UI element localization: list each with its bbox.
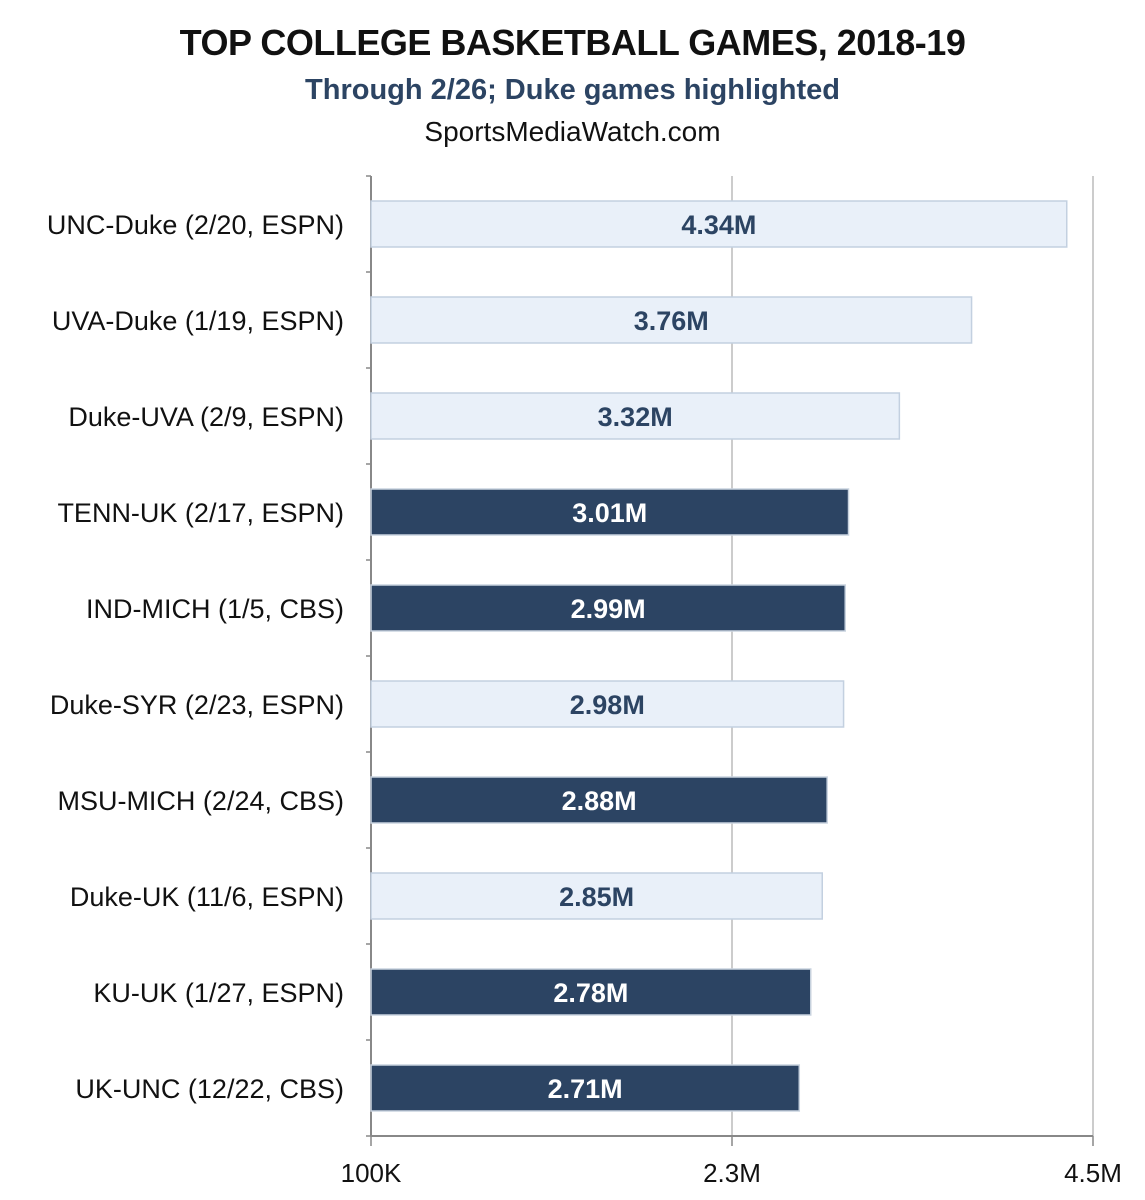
category-label: MSU-MICH (2/24, CBS) bbox=[57, 786, 344, 816]
bar bbox=[370, 296, 973, 344]
x-tick-label: 4.5M bbox=[1064, 1158, 1122, 1188]
data-label: 3.76M bbox=[634, 306, 709, 336]
category-label: KU-UK (1/27, ESPN) bbox=[93, 978, 344, 1008]
data-label: 2.99M bbox=[571, 594, 646, 624]
chart-title: TOP COLLEGE BASKETBALL GAMES, 2018-19 bbox=[179, 22, 966, 63]
bar bbox=[370, 488, 850, 536]
x-tick-label: 2.3M bbox=[703, 1158, 761, 1188]
category-label: Duke-SYR (2/23, ESPN) bbox=[50, 690, 344, 720]
data-label: 2.98M bbox=[570, 690, 645, 720]
bar bbox=[370, 584, 846, 632]
bar bbox=[370, 392, 901, 440]
data-label: 2.88M bbox=[562, 786, 637, 816]
category-label: UVA-Duke (1/19, ESPN) bbox=[52, 306, 344, 336]
category-label: TENN-UK (2/17, ESPN) bbox=[57, 498, 344, 528]
category-label: IND-MICH (1/5, CBS) bbox=[86, 594, 344, 624]
data-label: 4.34M bbox=[681, 210, 756, 240]
data-label: 3.32M bbox=[598, 402, 673, 432]
chart-source: SportsMediaWatch.com bbox=[424, 116, 721, 147]
bar bbox=[370, 680, 845, 728]
data-label: 2.85M bbox=[559, 882, 634, 912]
data-label: 2.78M bbox=[553, 978, 628, 1008]
data-label: 3.01M bbox=[572, 498, 647, 528]
category-label: UNC-Duke (2/20, ESPN) bbox=[47, 210, 344, 240]
category-label: UK-UNC (12/22, CBS) bbox=[75, 1074, 344, 1104]
x-tick-label: 100K bbox=[341, 1158, 402, 1188]
bar bbox=[370, 1064, 801, 1112]
data-label: 2.71M bbox=[548, 1074, 623, 1104]
category-label: Duke-UVA (2/9, ESPN) bbox=[68, 402, 344, 432]
bar bbox=[370, 200, 1068, 248]
bar bbox=[370, 872, 823, 920]
category-label: Duke-UK (11/6, ESPN) bbox=[70, 882, 344, 912]
bar bbox=[370, 776, 828, 824]
bar bbox=[370, 968, 812, 1016]
chart-subtitle: Through 2/26; Duke games highlighted bbox=[305, 74, 840, 106]
